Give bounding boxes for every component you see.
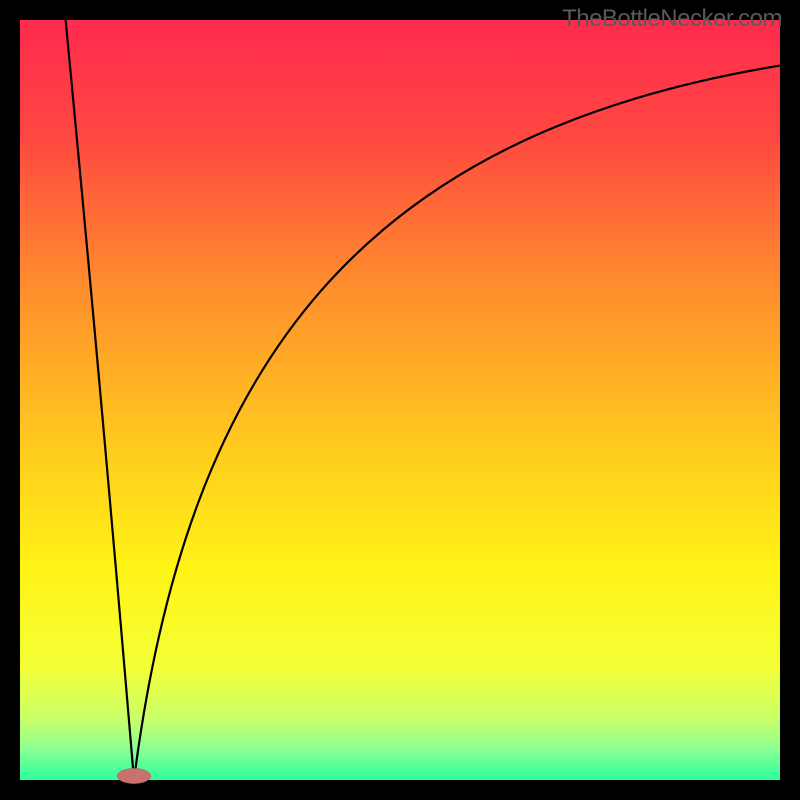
chart-container: { "watermark": { "text": "TheBottleNecke… <box>0 0 800 800</box>
watermark-text: TheBottleNecker.com <box>562 5 782 33</box>
vertex-marker <box>117 768 150 783</box>
bottleneck-chart <box>0 0 800 800</box>
gradient-background <box>20 20 780 780</box>
